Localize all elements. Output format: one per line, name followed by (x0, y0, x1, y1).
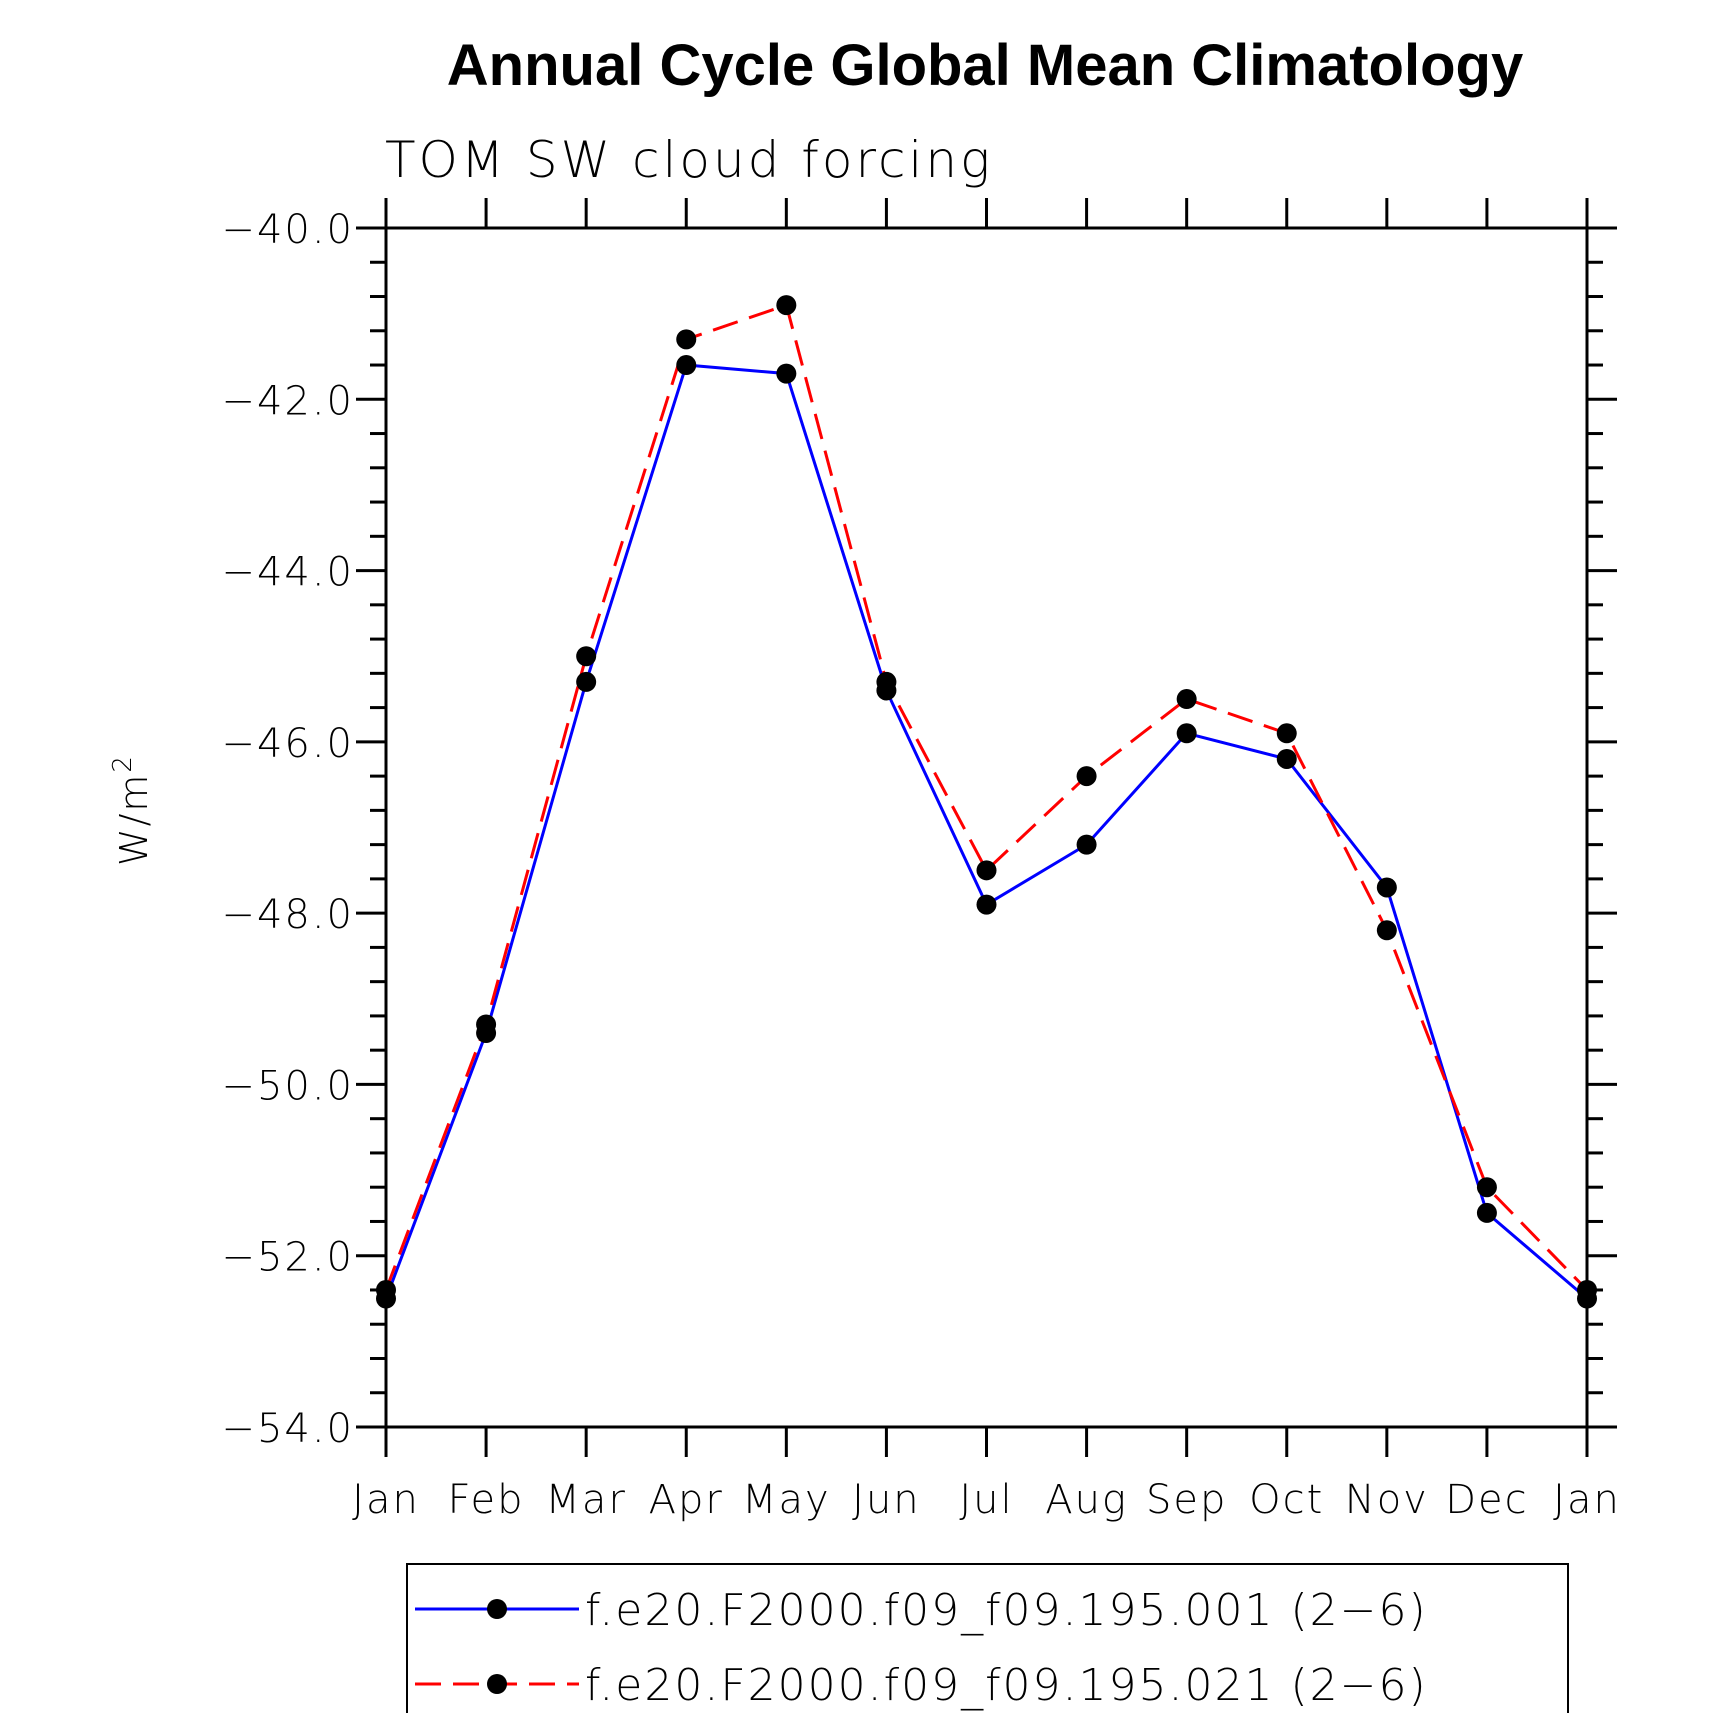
series-2-point (376, 1279, 396, 1300)
y-tick-label: −54.0 (221, 1406, 354, 1452)
x-tick-label: May (742, 1477, 831, 1523)
x-tick-label: Oct (1249, 1477, 1324, 1523)
x-tick-label: Aug (1045, 1477, 1128, 1523)
series-2-point (1376, 920, 1397, 941)
y-tick-label: −50.0 (221, 1063, 354, 1109)
legend-label-1: f.e20.F2000.f09_f09.195.001 (2−6) (585, 1585, 1428, 1636)
series-1-point (976, 894, 997, 915)
y-tick-label: −40.0 (221, 207, 354, 253)
chart-subtitle: TOM SW cloud forcing (385, 131, 993, 189)
x-tick-label: Feb (448, 1477, 525, 1523)
legend-swatch-marker-1 (487, 1599, 507, 1619)
legend-swatch-marker-2 (487, 1674, 507, 1694)
x-tick-label: Mar (545, 1477, 626, 1523)
x-tick-label: Nov (1345, 1477, 1429, 1523)
series-1-point (776, 363, 797, 384)
series-2-point (1577, 1279, 1597, 1300)
series-1-point (1476, 1202, 1497, 1223)
series-2-point (676, 329, 697, 350)
series-1-point (1076, 834, 1097, 855)
x-tick-label: Dec (1445, 1477, 1528, 1523)
legend-label-2: f.e20.F2000.f09_f09.195.021 (2−6) (585, 1660, 1428, 1711)
series-2-point (876, 671, 897, 692)
series-1-point (1176, 723, 1197, 744)
series-1-point (1276, 748, 1297, 769)
x-tick-label: Jun (852, 1477, 921, 1523)
y-tick-label: −48.0 (221, 892, 354, 938)
x-tick-label: Jan (1553, 1477, 1621, 1523)
series-2-point (576, 646, 597, 667)
y-tick-label: −46.0 (221, 721, 354, 767)
series-2-point (1076, 766, 1097, 787)
series-2-point (476, 1014, 497, 1035)
x-tick-label: Jan (352, 1477, 420, 1523)
y-axis-label-superscript: 2 (108, 754, 138, 773)
chart-title: Annual Cycle Global Mean Climatology (447, 33, 1523, 98)
x-tick-label: Jul (959, 1477, 1013, 1523)
series-2-point (1276, 723, 1297, 744)
y-tick-label: −44.0 (221, 550, 354, 596)
y-axis-label: W/m2 (108, 754, 156, 866)
series-2-point (776, 295, 797, 316)
plot-frame (384, 226, 1589, 1429)
y-tick-label: −42.0 (221, 378, 354, 424)
legend-box (406, 1563, 1569, 1713)
series-2-point (976, 860, 997, 881)
series-2-point (1176, 689, 1197, 710)
legend: f.e20.F2000.f09_f09.195.001 (2−6) f.e20.F… (406, 1563, 1569, 1713)
y-axis-label-text: W/m (112, 773, 156, 866)
plot-area: −54.0 −52.0 −50.0 −48.0 −46.0 −44.0 −42.0 −40.0… (221, 198, 1621, 1523)
series-line-1 (384, 363, 1588, 1300)
series-line-2 (384, 303, 1589, 1292)
series-1-point (576, 671, 597, 692)
y-tick-label: −52.0 (221, 1235, 354, 1281)
series-2-point (1476, 1177, 1497, 1198)
series-1-point (1376, 877, 1397, 898)
series-1-point (676, 355, 697, 376)
x-tick-label: Sep (1146, 1477, 1227, 1523)
x-tick-label: Apr (649, 1477, 724, 1523)
